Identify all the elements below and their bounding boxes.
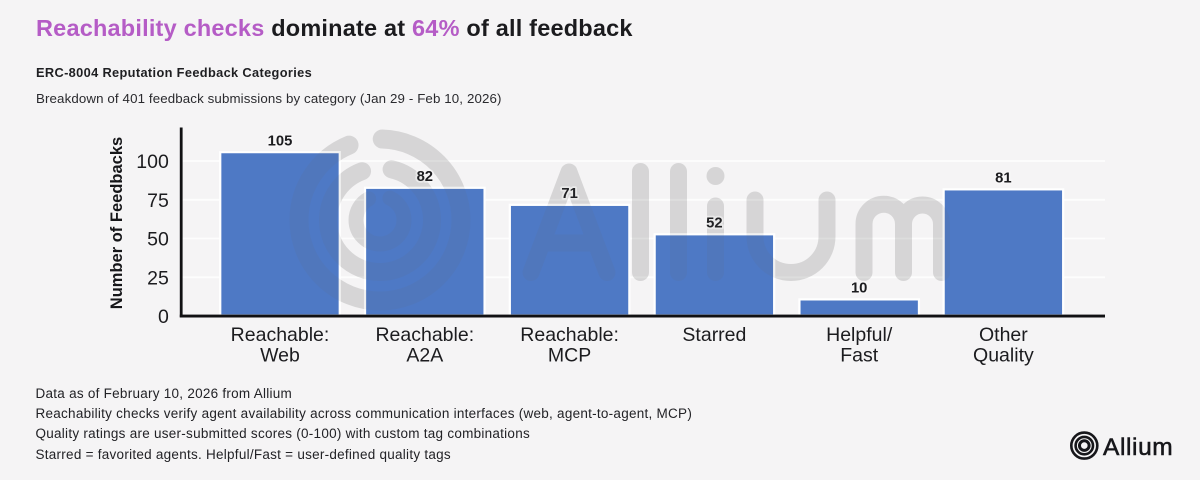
svg-text:Number of Feedbacks: Number of Feedbacks [108,137,126,309]
svg-text:Reachable:: Reachable: [231,324,330,346]
svg-text:Web: Web [260,345,300,367]
svg-text:10: 10 [851,281,867,297]
svg-text:25: 25 [147,267,169,289]
svg-text:Helpful/: Helpful/ [826,324,893,346]
svg-text:Fast: Fast [840,345,879,367]
svg-text:Starred: Starred [682,324,746,346]
svg-text:Quality: Quality [973,345,1034,367]
svg-text:Reachable:: Reachable: [520,324,619,346]
svg-text:Reachable:: Reachable: [375,324,474,346]
svg-text:50: 50 [147,229,169,251]
svg-text:81: 81 [995,171,1011,187]
svg-text:0: 0 [158,306,169,328]
svg-text:MCP: MCP [548,345,591,367]
svg-text:100: 100 [136,151,169,173]
svg-text:Other: Other [979,324,1028,346]
svg-text:A2A: A2A [406,345,443,367]
svg-text:75: 75 [147,190,169,212]
svg-text:105: 105 [268,134,293,150]
